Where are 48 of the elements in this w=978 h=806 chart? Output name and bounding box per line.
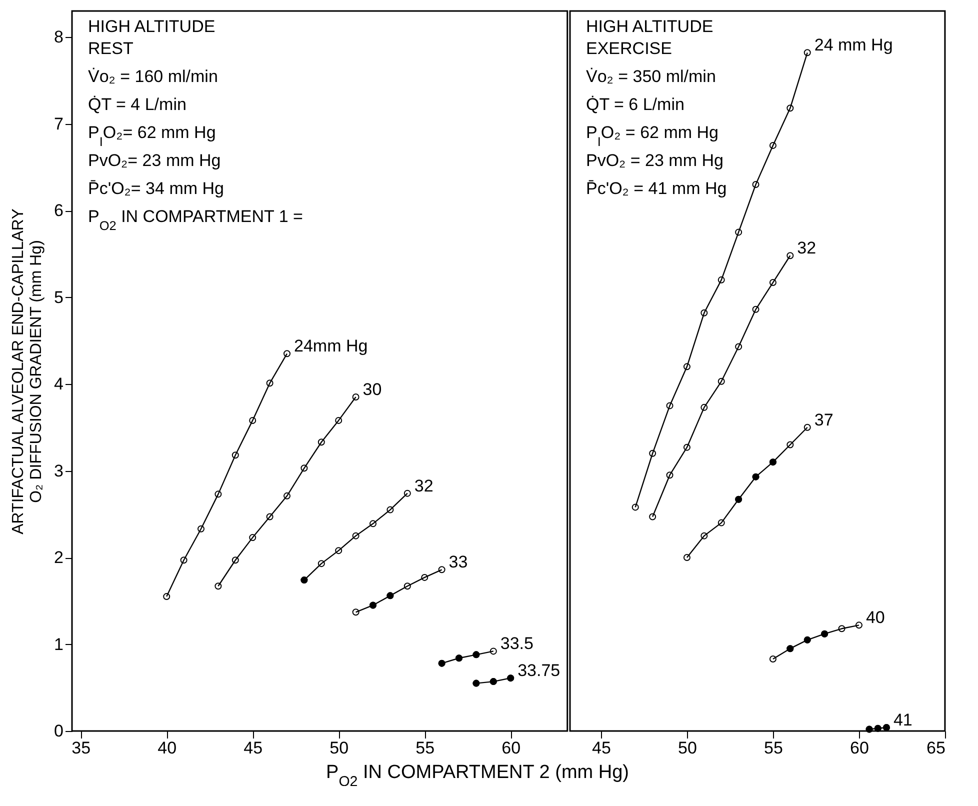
- annotation: P$_{O2}$ IN COMPARTMENT 1 =: [88, 207, 303, 232]
- annotation: P̄c'O₂ = 41 mm Hg: [586, 179, 727, 198]
- x-tick-label: 65: [926, 738, 946, 758]
- series-label: 30: [362, 380, 382, 400]
- text: REST: [88, 39, 134, 58]
- annotation: Q̇T = 4 L/min: [88, 95, 186, 114]
- x-tick-label: 35: [72, 738, 91, 758]
- y-tick-label: 6: [54, 201, 64, 220]
- annotation: PvO₂ = 23 mm Hg: [586, 151, 724, 170]
- annotation: V̇o₂ = 160 ml/min: [88, 67, 218, 86]
- x-tick-label: 50: [330, 738, 349, 758]
- series-label: 24mm Hg: [294, 336, 368, 356]
- series-label: 33: [448, 552, 468, 572]
- y-tick-label: 4: [54, 374, 64, 394]
- annotation: P$_{I}$O₂ = 62 mm Hg: [586, 123, 718, 148]
- x-tick-label: 45: [244, 738, 263, 758]
- x-tick-label: 55: [416, 738, 435, 758]
- chart-title: HIGH ALTITUDE: [586, 17, 714, 36]
- series-label: 41: [893, 710, 912, 730]
- series-label: 37: [814, 410, 834, 430]
- x-tick-label: 55: [764, 738, 783, 758]
- y-tick-label: 5: [54, 288, 64, 307]
- y-tick-label: 2: [54, 548, 64, 568]
- series-label: 33.75: [518, 661, 560, 680]
- series-label: 32: [797, 238, 816, 258]
- x-tick-label: 60: [502, 738, 521, 758]
- annotation: Q̇T = 6 L/min: [586, 95, 684, 114]
- series-label: 40: [866, 608, 885, 628]
- x-tick-label: 40: [158, 738, 177, 758]
- annotation: P̄c'O₂= 34 mm Hg: [88, 179, 224, 198]
- annotation: V̇o₂ = 350 ml/min: [586, 67, 716, 86]
- y-axis-title: ARTIFACTUAL ALVEOLAR END-CAPILLARY O₂ DIFFUSION GRADIENT (mm Hg): [10, 208, 46, 534]
- text: EXERCISE: [586, 39, 672, 58]
- y-tick-label: 7: [54, 114, 64, 134]
- series-label: 24 mm Hg: [814, 36, 893, 55]
- x-axis-title: P$_{O2}$ IN COMPARTMENT 2 (mm Hg): [326, 762, 630, 790]
- series-label: 33.5: [500, 634, 534, 654]
- y-tick-label: 3: [54, 461, 64, 480]
- chart-title: HIGH ALTITUDE: [88, 17, 216, 36]
- annotation: P$_{I}$O₂= 62 mm Hg: [88, 123, 216, 148]
- series-label: 32: [414, 476, 434, 496]
- y-tick-label: 0: [54, 722, 64, 740]
- x-tick-label: 60: [850, 738, 869, 758]
- y-tick-label: 1: [54, 634, 64, 654]
- annotation: PvO₂= 23 mm Hg: [88, 151, 221, 170]
- y-tick-label: 8: [54, 28, 64, 47]
- x-tick-label: 50: [678, 738, 697, 758]
- x-tick-label: 45: [592, 738, 611, 758]
